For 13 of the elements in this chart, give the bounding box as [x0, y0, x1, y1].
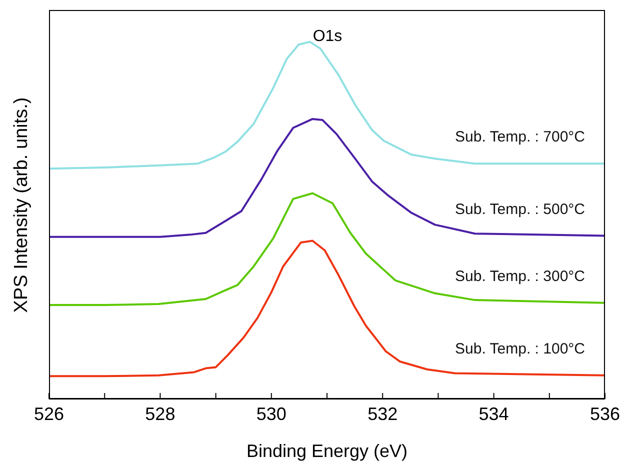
- x-tick-label: 532: [368, 404, 398, 424]
- y-axis-title: XPS Intensity (arb. units.): [11, 96, 33, 312]
- x-axis-title: Binding Energy (eV): [246, 441, 408, 461]
- series-label: Sub. Temp. : 500°C: [455, 200, 586, 218]
- x-tick-label: 526: [34, 404, 64, 424]
- x-tick-label: 534: [478, 404, 509, 424]
- series-label: Sub. Temp. : 100°C: [455, 340, 586, 358]
- chart-title: O1s: [312, 28, 344, 46]
- series-label: Sub. Temp. : 700°C: [455, 128, 586, 146]
- series-label: Sub. Temp. : 300°C: [455, 268, 586, 285]
- x-tick-label: 528: [145, 404, 176, 424]
- x-tick-label: 530: [256, 404, 286, 424]
- x-tick-label: 536: [590, 404, 620, 424]
